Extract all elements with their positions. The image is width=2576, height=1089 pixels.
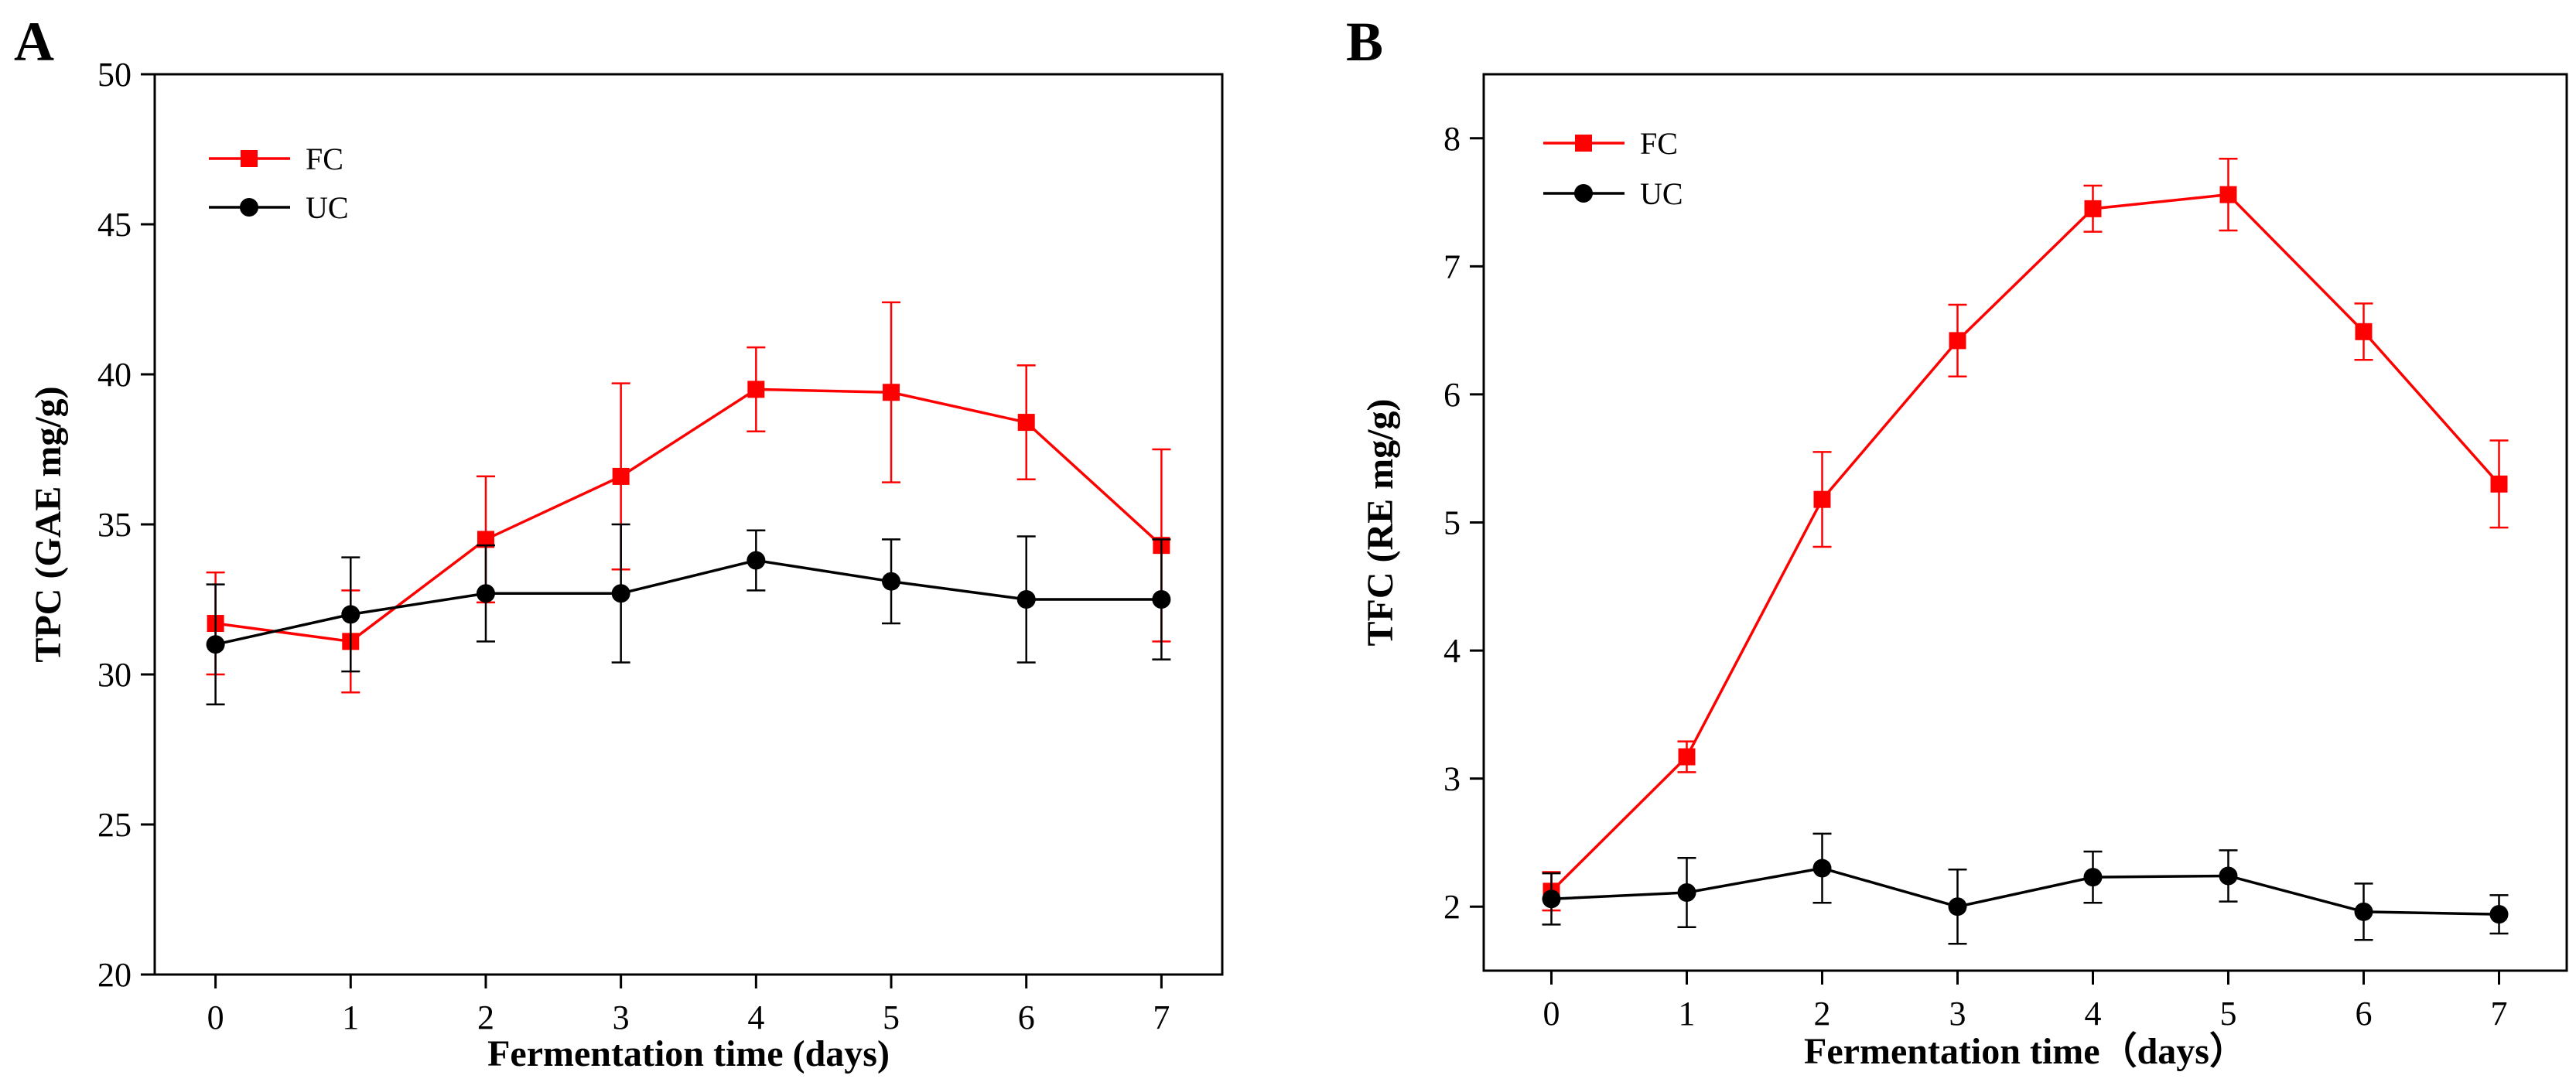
data-point: [1813, 490, 1831, 508]
data-point: [1948, 897, 1967, 917]
x-tick-label: 0: [207, 999, 224, 1036]
series-fc: [1542, 158, 2509, 912]
legend-label: FC: [306, 142, 343, 176]
x-tick-label: 1: [1679, 995, 1696, 1033]
data-point: [882, 572, 901, 591]
data-point: [476, 584, 495, 603]
x-tick-label: 4: [2085, 995, 2102, 1033]
series-line: [1551, 866, 2499, 916]
y-tick-label: 6: [1443, 376, 1461, 414]
legend-marker: [1574, 184, 1593, 203]
data-point: [1949, 332, 1966, 350]
y-tick-label: 25: [97, 806, 132, 844]
data-point: [1542, 889, 1561, 909]
legend-label: FC: [1640, 126, 1678, 161]
x-tick-label: 7: [2491, 995, 2508, 1033]
y-axis-title: TFC (RE mg/g): [1360, 399, 1401, 647]
data-point: [1016, 590, 1036, 609]
series-line: [215, 387, 1163, 644]
series-line: [1550, 193, 2500, 893]
y-tick-label: 5: [1443, 504, 1461, 542]
y-tick-label: 8: [1443, 120, 1461, 158]
panel-letter: A: [14, 11, 54, 73]
data-point: [2490, 475, 2508, 493]
x-tick-label: 5: [883, 999, 900, 1036]
data-point: [883, 384, 900, 401]
y-tick-label: 3: [1443, 760, 1461, 798]
data-point: [341, 605, 360, 624]
y-tick-label: 30: [97, 656, 132, 694]
legend: FC UC: [1543, 126, 1683, 211]
legend-label: UC: [1640, 176, 1683, 211]
series-uc: [1542, 832, 2509, 945]
data-point: [746, 551, 766, 570]
x-tick-label: 6: [1018, 999, 1035, 1036]
data-point: [477, 531, 494, 548]
data-point: [2354, 902, 2373, 921]
x-axis-title: Fermentation time (days): [487, 1033, 890, 1074]
x-tick-label: 3: [613, 999, 630, 1036]
panel-letter: B: [1346, 11, 1383, 73]
data-point: [1152, 590, 1171, 609]
y-tick-label: 4: [1443, 632, 1461, 670]
data-point: [2219, 866, 2238, 886]
data-point: [2219, 186, 2237, 203]
panel-b: B 0 1 2 3 4 5 6 7 2 3 4 5 6 7 8 Fermentation time（days） T…: [1346, 11, 2568, 1072]
x-tick-label: 4: [747, 999, 764, 1036]
y-tick-label: 35: [97, 506, 132, 544]
series-uc: [206, 523, 1171, 706]
legend-marker: [1575, 135, 1592, 152]
x-tick-label: 3: [1949, 995, 1966, 1033]
data-point: [1812, 859, 1832, 878]
x-tick-label: 1: [342, 999, 359, 1036]
series-line: [215, 558, 1162, 646]
y-axis-title: TPC (GAE mg/g): [28, 386, 69, 662]
x-axis-title: Fermentation time（days）: [1804, 1031, 2246, 1072]
x-tick-label: 6: [2356, 995, 2373, 1033]
y-tick-label: 45: [97, 206, 132, 244]
y-tick-label: 40: [97, 356, 132, 394]
x-tick-label: 7: [1153, 999, 1170, 1036]
data-point: [1677, 883, 1696, 903]
legend: FC UC: [209, 142, 349, 225]
x-tick-label: 2: [477, 999, 494, 1036]
y-tick-label: 20: [97, 956, 132, 994]
data-point: [747, 381, 765, 398]
data-point: [2489, 905, 2509, 924]
data-point: [1017, 414, 1035, 432]
legend-label: UC: [306, 190, 349, 225]
data-point: [2084, 200, 2102, 217]
data-point: [611, 584, 630, 603]
data-point: [612, 467, 630, 485]
y-tick-label: 2: [1443, 888, 1461, 926]
data-point: [2083, 868, 2103, 887]
data-point: [2355, 323, 2373, 340]
legend-marker: [240, 198, 258, 217]
data-point: [1678, 748, 1696, 766]
x-tick-label: 0: [1543, 995, 1560, 1033]
data-point: [206, 635, 225, 654]
legend-marker: [241, 150, 258, 167]
y-tick-label: 50: [97, 56, 132, 94]
x-tick-label: 5: [2220, 995, 2237, 1033]
y-tick-label: 7: [1443, 248, 1461, 285]
x-tick-label: 2: [1814, 995, 1831, 1033]
